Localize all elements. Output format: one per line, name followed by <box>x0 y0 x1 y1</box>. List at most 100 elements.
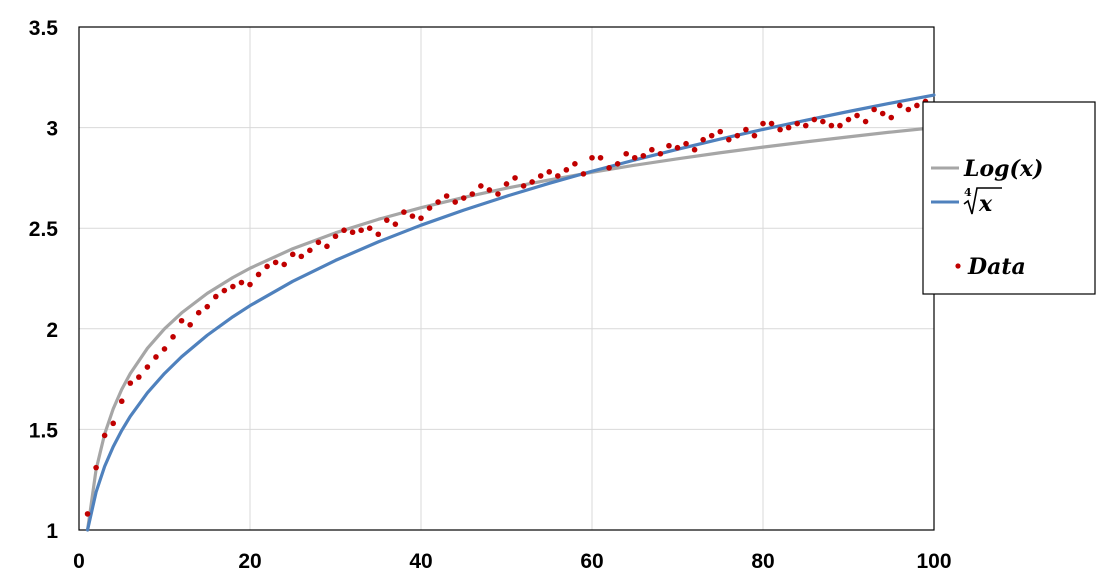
data-point <box>811 116 818 123</box>
data-point <box>845 116 852 123</box>
data-point <box>820 118 826 125</box>
data-point <box>384 217 390 223</box>
data-point <box>110 420 116 427</box>
data-point <box>717 128 724 135</box>
data-point <box>597 154 604 161</box>
data-point <box>153 354 159 360</box>
legend-label-data: Data <box>967 254 1026 280</box>
data-point <box>580 171 587 177</box>
data-point <box>666 142 672 149</box>
x-tick-label: 80 <box>751 550 774 573</box>
data-point <box>734 132 741 139</box>
data-point <box>136 374 142 380</box>
data-point <box>649 146 655 153</box>
data-point <box>170 334 176 340</box>
data-point <box>332 233 339 240</box>
data-point <box>358 227 364 234</box>
data-point <box>341 227 347 234</box>
data-point <box>572 161 578 167</box>
data-point <box>503 181 510 187</box>
data-point <box>854 112 860 119</box>
series-line-fourth-root <box>85 93 936 532</box>
data-point <box>375 231 382 238</box>
legend-label-radicand: x <box>978 191 993 217</box>
legend: Log(x) 4 x Data <box>922 101 1096 295</box>
data-point <box>144 364 151 370</box>
data-point <box>486 187 493 193</box>
data-point <box>478 183 484 189</box>
data-point <box>495 191 501 197</box>
data-point <box>93 464 99 471</box>
data-point <box>785 124 792 131</box>
data-point <box>879 110 886 117</box>
data-point <box>640 152 647 159</box>
data-point <box>674 144 681 151</box>
data-point <box>657 150 664 157</box>
legend-label-log: Log(x) <box>963 156 1043 182</box>
data-point <box>409 213 416 219</box>
x-axis-tick-labels: 0 20 40 60 80 100 <box>73 550 951 573</box>
y-axis-tick-labels: 1 1.5 2 2.5 3 3.5 <box>29 17 59 543</box>
data-point <box>828 122 835 129</box>
legend-root-index: 4 <box>964 186 972 199</box>
data-point <box>512 175 518 181</box>
data-point <box>307 247 313 254</box>
data-point <box>837 122 843 129</box>
x-tick-label: 40 <box>409 550 432 573</box>
data-point <box>777 126 783 133</box>
data-point <box>743 126 749 133</box>
data-point <box>178 317 185 324</box>
data-point <box>366 225 373 231</box>
data-point <box>213 293 219 300</box>
legend-radical-sign <box>963 187 1002 215</box>
data-point <box>392 221 399 227</box>
data-point <box>272 259 279 266</box>
data-point <box>255 271 262 278</box>
data-point <box>101 432 108 439</box>
data-point <box>418 215 424 221</box>
data-point <box>768 120 775 127</box>
data-point <box>760 120 766 127</box>
data-point <box>631 154 638 161</box>
data-point <box>443 193 450 199</box>
y-tick-label: 3 <box>46 118 58 141</box>
data-point <box>683 140 689 147</box>
data-point <box>726 136 732 143</box>
data-point <box>264 263 270 270</box>
y-tick-label: 2.5 <box>29 218 59 241</box>
legend-box <box>922 101 1096 295</box>
data-point <box>84 511 91 517</box>
data-point <box>888 114 895 121</box>
y-tick-label: 1.5 <box>29 419 59 442</box>
data-point <box>289 251 296 258</box>
data-point <box>315 239 322 246</box>
data-point <box>589 154 595 161</box>
data-point <box>537 173 544 179</box>
data-point <box>623 150 629 157</box>
data-point <box>794 120 800 127</box>
data-point <box>751 132 758 139</box>
data-point <box>469 191 476 197</box>
data-point <box>452 199 459 205</box>
data-point <box>700 136 706 143</box>
data-point <box>238 279 245 286</box>
data-point <box>221 287 228 294</box>
data-point <box>897 102 903 109</box>
data-point <box>247 281 253 288</box>
data-point <box>520 183 527 189</box>
data-point <box>914 102 920 109</box>
x-tick-label: 60 <box>580 550 603 573</box>
y-tick-label: 3.5 <box>29 17 59 40</box>
data-point <box>555 173 561 179</box>
data-point <box>324 243 330 250</box>
data-point <box>230 283 236 290</box>
data-point <box>905 106 912 113</box>
x-tick-label: 0 <box>73 550 85 573</box>
data-point <box>614 161 621 167</box>
legend-swatch-data <box>955 263 961 269</box>
data-point <box>563 167 570 173</box>
data-point <box>546 169 553 175</box>
data-point <box>281 261 288 268</box>
data-point <box>118 398 125 405</box>
